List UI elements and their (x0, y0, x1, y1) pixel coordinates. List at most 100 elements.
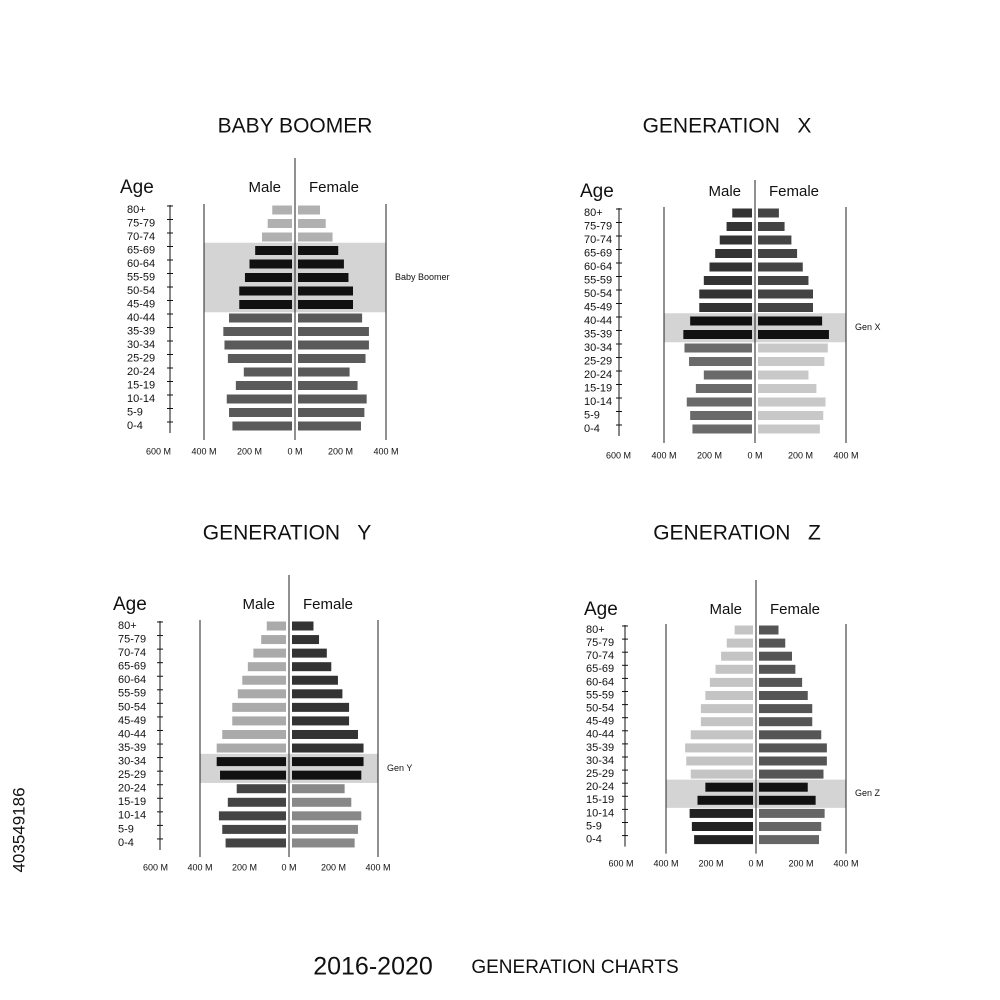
x-tick-label: 400 M (651, 450, 676, 460)
age-category: 20-24 (584, 369, 612, 381)
x-tick-label: 600 M (608, 858, 633, 868)
bar (759, 756, 827, 766)
bar (758, 208, 779, 218)
bar (759, 677, 803, 687)
bar (703, 276, 752, 285)
age-category: 25-29 (127, 352, 155, 364)
bar (689, 357, 752, 366)
bar (759, 808, 825, 818)
bar (758, 262, 803, 272)
bar (686, 756, 753, 766)
age-category: 20-24 (586, 781, 614, 793)
age-category: 5-9 (127, 406, 143, 418)
bar (292, 784, 345, 794)
bar (249, 259, 292, 269)
bar (689, 808, 753, 818)
x-tick-label: 200 M (232, 862, 257, 872)
bar (695, 384, 752, 393)
bar (694, 835, 753, 845)
age-category: 60-64 (118, 674, 146, 686)
bar (235, 381, 292, 390)
bar (759, 835, 819, 845)
age-category: 40-44 (127, 312, 155, 324)
title: GENERATION Z (653, 522, 821, 545)
legend-label: Male (708, 183, 741, 200)
age-category: 80+ (118, 620, 137, 632)
age-category: 45-49 (118, 715, 146, 727)
x-tick-label: 400 M (191, 446, 216, 456)
bar (758, 222, 785, 231)
bar (691, 822, 753, 831)
age-category: 10-14 (586, 807, 614, 819)
x-tick-label: 200 M (237, 446, 262, 456)
bar (683, 330, 752, 339)
age-category: 50-54 (584, 288, 612, 300)
age-category: 65-69 (127, 244, 155, 256)
age-category: 40-44 (584, 315, 612, 327)
bar (224, 340, 292, 350)
age-category: 30-34 (127, 339, 155, 351)
age-category: 55-59 (127, 271, 155, 283)
bar (726, 638, 753, 648)
bar (700, 717, 753, 727)
bar (292, 797, 352, 807)
x-tick-label: 400 M (373, 446, 398, 456)
x-tick-label: 600 M (143, 862, 168, 872)
bar (227, 797, 286, 807)
bar (759, 743, 827, 753)
age-category: 60-64 (584, 261, 612, 273)
bar (700, 704, 753, 714)
age-category: 30-34 (584, 342, 612, 354)
bar (298, 259, 344, 269)
age-category: 0-4 (586, 834, 602, 846)
bar (697, 795, 753, 805)
age-category: 50-54 (127, 285, 155, 297)
legend-label: Female (309, 179, 359, 196)
bar (216, 757, 286, 767)
watermark-id: 403549186 (9, 787, 28, 872)
bar (758, 303, 814, 312)
bar (298, 354, 366, 363)
bar (690, 769, 753, 779)
x-tick-label: 0 M (281, 862, 296, 872)
age-category: 70-74 (127, 231, 155, 243)
bar (726, 222, 752, 231)
bar (292, 743, 364, 753)
age-category: 15-19 (586, 794, 614, 806)
legend-label: Female (769, 183, 819, 200)
bar (292, 770, 362, 780)
bar (244, 273, 292, 282)
bar (298, 381, 358, 390)
title: BABY BOOMER (218, 115, 373, 138)
age-category: 25-29 (586, 768, 614, 780)
age-category: 30-34 (118, 756, 146, 768)
bar (298, 394, 367, 404)
age-category: 60-64 (127, 258, 155, 270)
bar (758, 235, 792, 245)
bar (236, 784, 286, 794)
legend-label: Male (242, 596, 275, 613)
bar (298, 367, 350, 377)
x-tick-label: 600 M (606, 450, 631, 460)
bar (292, 811, 362, 821)
bar (721, 651, 753, 661)
bar (298, 300, 354, 309)
bar (758, 289, 814, 299)
x-tick-label: 200 M (788, 858, 813, 868)
age-category: 80+ (127, 204, 146, 216)
bar (759, 651, 792, 661)
bar (292, 662, 332, 672)
bar (262, 232, 292, 242)
bar (272, 205, 292, 215)
bar (734, 625, 753, 635)
age-category: 50-54 (118, 701, 146, 713)
age-label: Age (120, 177, 154, 198)
bar (732, 208, 752, 218)
age-category: 30-34 (586, 755, 614, 767)
legend-label: Female (770, 601, 820, 618)
age-category: 35-39 (127, 325, 155, 337)
bar (227, 354, 292, 363)
title: GENERATION X (643, 115, 812, 138)
bar (690, 316, 752, 326)
highlight-label: Gen Z (855, 788, 881, 798)
